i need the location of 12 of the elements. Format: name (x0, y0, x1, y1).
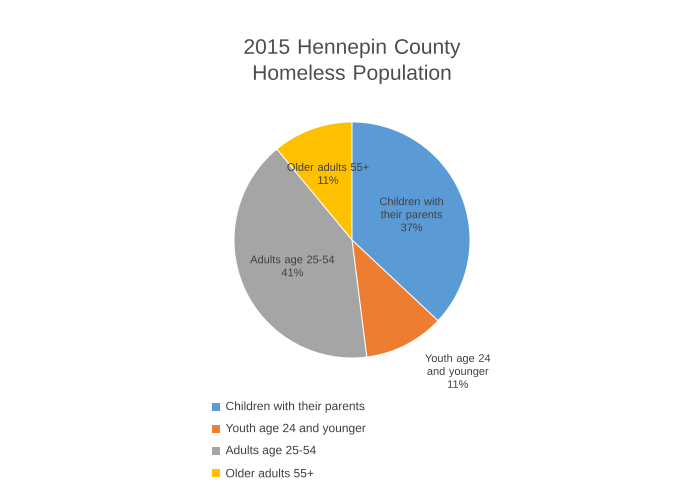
slice-label: Children with their parents (380, 197, 443, 220)
legend-label: Children with their parents (226, 401, 364, 413)
slice-label: Youth age 24 and younger (425, 354, 490, 378)
data-label: 37% (400, 223, 422, 232)
data-label: 41% (282, 268, 304, 276)
legend-label: Youth age 24 and younger (226, 423, 366, 435)
legend-label: Adults age 25-54 (226, 445, 316, 457)
legend-label: Older adults 55+ (226, 468, 314, 478)
chart-title: 2015 Hennepin County Homeless Population (244, 38, 460, 84)
data-label: 11% (318, 176, 338, 184)
data-label: 11% (448, 380, 468, 388)
slice-label: Adults age 25-54 (250, 255, 334, 266)
